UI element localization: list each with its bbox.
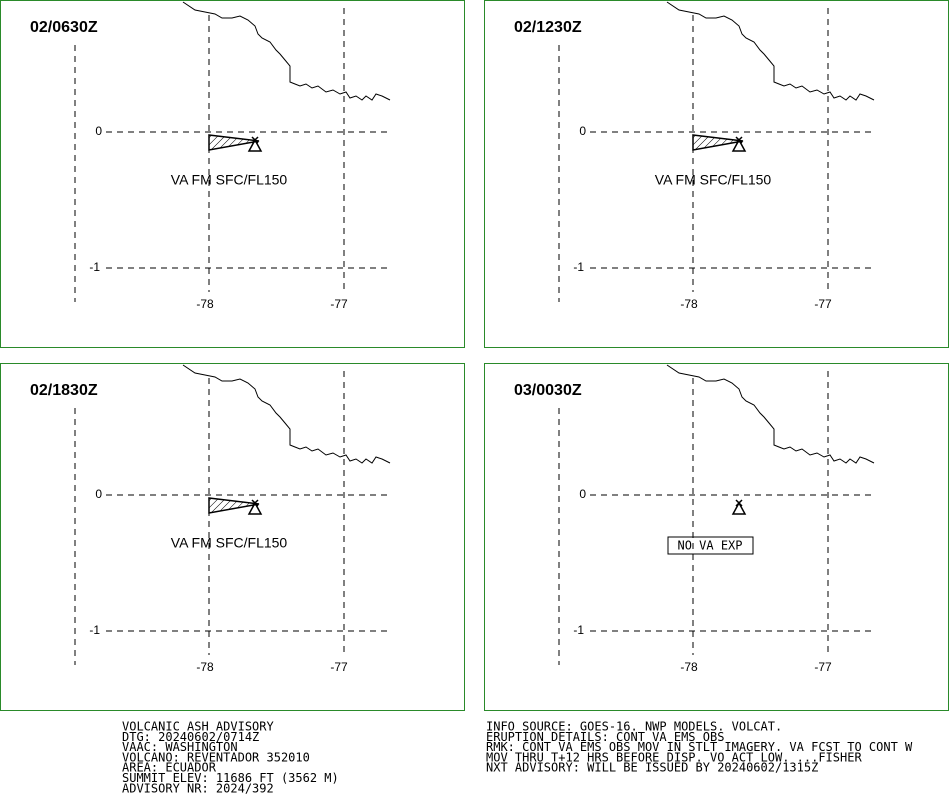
lon-label: -78 <box>196 297 214 311</box>
advisory-line: VOLCANO: REVENTADOR 352010 <box>122 750 310 764</box>
lat-label: 0 <box>95 124 102 138</box>
annotation-box <box>667 536 754 555</box>
volcano-symbol <box>247 499 263 515</box>
advisory-line: MOV THRU T+12 HRS BEFORE DISP. VO ACT LO… <box>486 750 862 764</box>
panel-frame <box>0 0 465 348</box>
valid-time: 02/1830Z <box>30 382 98 399</box>
panels: 0 -1 -78 -77 02/0630Z VA FM SFC/FL150 0 -1 -78 -7… <box>0 0 949 711</box>
advisory-line: AREA: ECUADOR <box>122 761 217 775</box>
ash-area <box>692 134 744 151</box>
annotation: NO VA EXP <box>677 539 742 553</box>
annotation: VA FM SFC/FL150 <box>171 172 288 188</box>
advisory-line: NXT ADVISORY: WILL BE ISSUED BY 20240602… <box>486 761 818 775</box>
advisory-line: INFO SOURCE: GOES-16. NWP MODELS. VOLCAT… <box>486 720 782 734</box>
panel-frame <box>0 363 465 711</box>
panel-frame <box>484 363 949 711</box>
ash-area <box>208 134 260 151</box>
valid-time: 03/0030Z <box>514 382 582 399</box>
lat-label: 0 <box>579 487 586 501</box>
annotation: VA FM SFC/FL150 <box>655 172 772 188</box>
ash-area <box>208 497 260 514</box>
advisory-line: ADVISORY NR: 2024/392 <box>122 781 274 795</box>
coastline <box>666 1 875 101</box>
volcano-symbol <box>247 136 263 152</box>
valid-time: 02/0630Z <box>30 19 98 36</box>
lon-label: -77 <box>814 297 832 311</box>
coastline <box>182 1 391 101</box>
coastline <box>666 364 875 464</box>
lat-label: 0 <box>579 124 586 138</box>
lat-label: -1 <box>573 623 584 637</box>
advisory-line: VAAC: WASHINGTON <box>122 740 238 754</box>
advisory-line: RMK: CONT VA EMS OBS MOV IN STLT IMAGERY… <box>486 740 913 754</box>
advisory-line: SUMMIT ELEV: 11686 FT (3562 M) <box>122 771 339 785</box>
volcano-symbol <box>731 499 747 515</box>
lat-label: 0 <box>95 487 102 501</box>
volcano-symbol <box>731 136 747 152</box>
advisory-line: DTG: 20240602/0714Z <box>122 730 259 744</box>
panel-frame <box>484 0 949 348</box>
lat-label: -1 <box>89 260 100 274</box>
lat-label: -1 <box>573 260 584 274</box>
annotation: VA FM SFC/FL150 <box>171 535 288 551</box>
map-panel: 0 -1 -78 -77 02/1830Z VA FM SFC/FL150 <box>0 363 465 711</box>
map-panel: 0 -1 -78 -77 02/0630Z VA FM SFC/FL150 <box>0 0 465 348</box>
map-panel: 0 -1 -78 -77 02/1230Z VA FM SFC/FL150 <box>484 0 949 348</box>
coastline <box>182 364 391 464</box>
lon-label: -77 <box>330 297 348 311</box>
advisory-line: ERUPTION DETAILS: CONT VA EMS OBS <box>486 730 724 744</box>
lon-label: -77 <box>330 660 348 674</box>
lon-label: -78 <box>680 660 698 674</box>
lon-label: -78 <box>196 660 214 674</box>
lon-label: -77 <box>814 660 832 674</box>
lon-label: -78 <box>680 297 698 311</box>
valid-time: 02/1230Z <box>514 19 582 36</box>
advisory-line: VOLCANIC ASH ADVISORY <box>122 720 274 734</box>
map-panel: 0 -1 -78 -77 03/0030Z NO VA EXP <box>484 363 949 711</box>
lat-label: -1 <box>89 623 100 637</box>
advisory-right: INFO SOURCE: GOES-16. NWP MODELS. VOLCAT… <box>486 720 913 775</box>
